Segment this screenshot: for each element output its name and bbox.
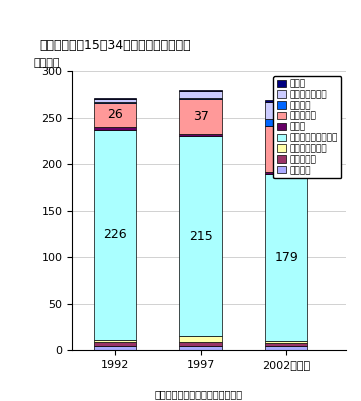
Text: 26: 26	[107, 109, 123, 122]
Text: 市内有業者（15～34歳）の働き方の変化: 市内有業者（15～34歳）の働き方の変化	[39, 39, 191, 52]
Bar	[265, 119, 308, 126]
Bar	[265, 346, 308, 350]
Bar	[179, 99, 222, 134]
Text: 226: 226	[103, 229, 127, 241]
Bar	[93, 98, 136, 99]
Legend: その他, 契約社員・嘱託, 派遣社員, アルバイト, パート, 正規の職員・従業員, 会社などの役員, 家族従業者, 自営業主: その他, 契約社員・嘱託, 派遣社員, アルバイト, パート, 正規の職員・従業…	[273, 76, 342, 178]
Bar	[93, 340, 136, 342]
Bar	[93, 102, 136, 103]
Bar	[265, 172, 308, 174]
Bar	[179, 336, 222, 342]
Bar	[265, 100, 308, 102]
Text: 49: 49	[278, 142, 294, 156]
Bar	[265, 341, 308, 343]
Bar	[93, 99, 136, 102]
Bar	[93, 103, 136, 127]
Bar	[179, 91, 222, 98]
Bar	[179, 90, 222, 91]
Text: 215: 215	[189, 230, 212, 243]
Text: 37: 37	[193, 110, 209, 123]
Bar	[179, 134, 222, 136]
Bar	[93, 127, 136, 130]
Bar	[179, 342, 222, 346]
Text: （千人）: （千人）	[34, 59, 60, 69]
Bar	[179, 136, 222, 336]
Bar	[265, 126, 308, 172]
Bar	[93, 342, 136, 346]
Bar	[179, 346, 222, 350]
Text: （「就業構造基本調査」総務省）: （「就業構造基本調査」総務省）	[155, 389, 243, 399]
Bar	[179, 98, 222, 99]
Bar	[265, 343, 308, 346]
Bar	[265, 174, 308, 341]
Bar	[93, 130, 136, 340]
Bar	[93, 346, 136, 350]
Text: 179: 179	[274, 251, 298, 264]
Bar	[265, 102, 308, 119]
